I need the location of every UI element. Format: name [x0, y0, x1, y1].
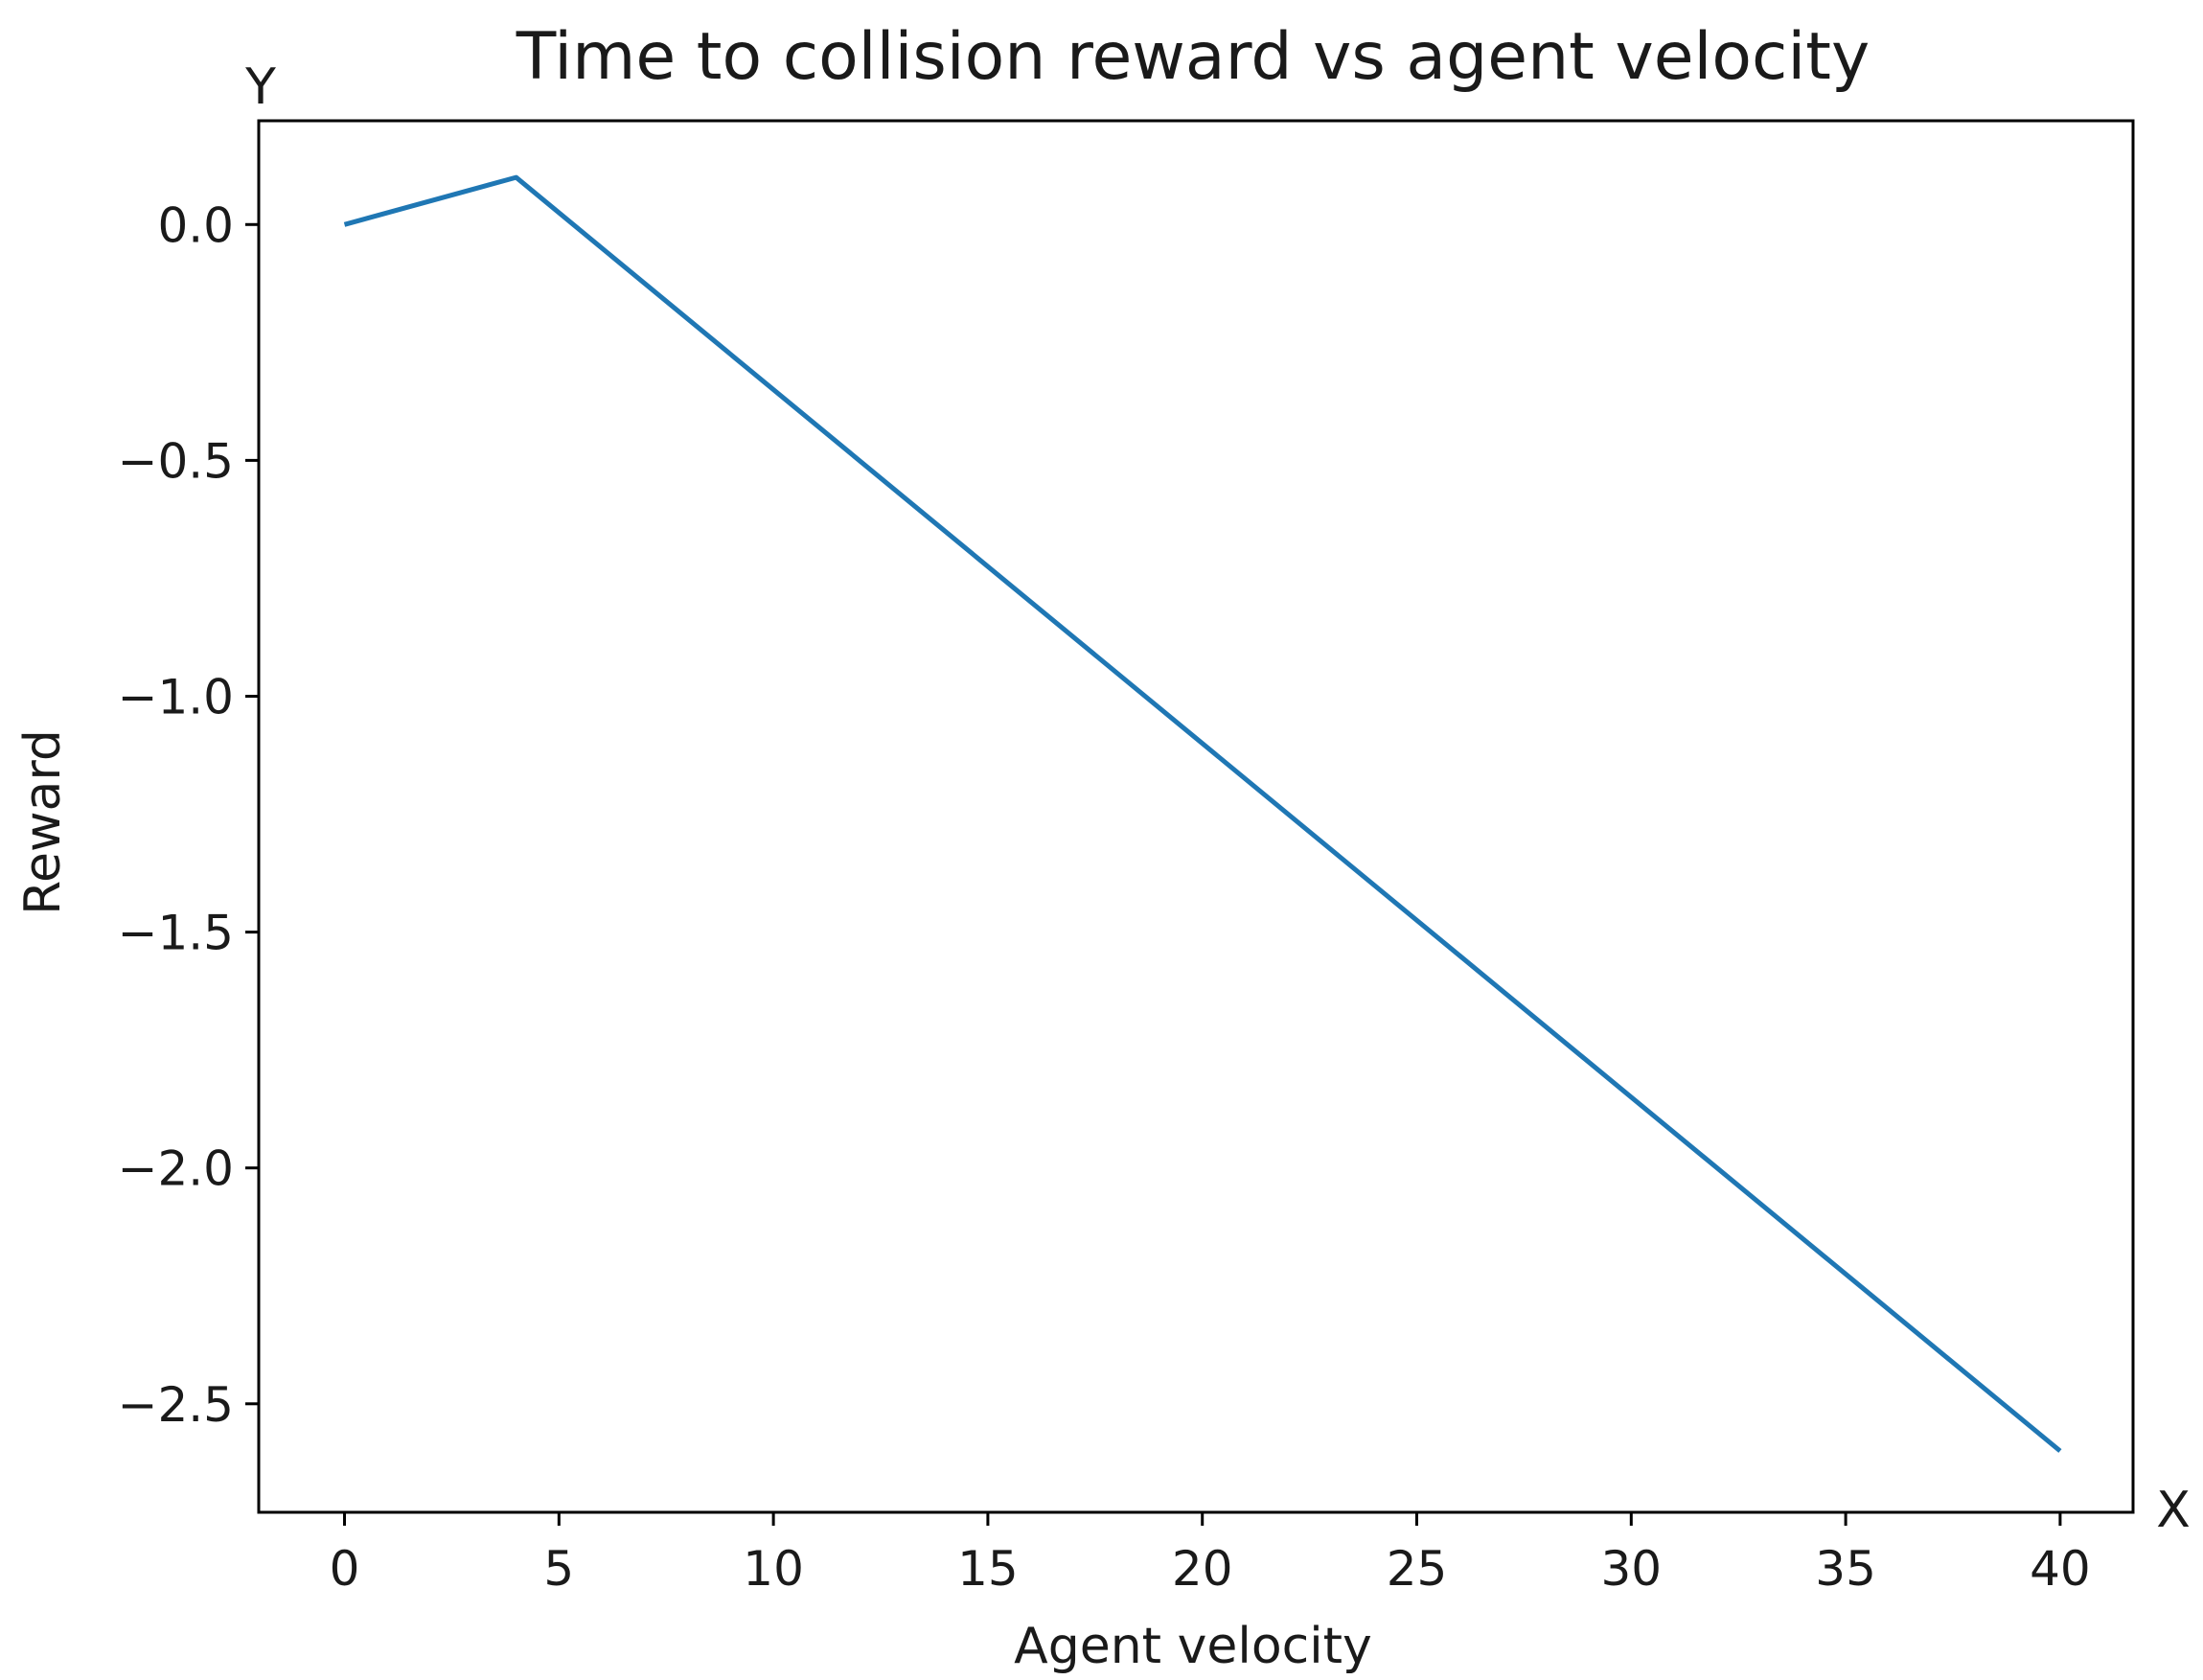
- x-tick-label: 5: [543, 1541, 574, 1597]
- x-tick-label: 25: [1387, 1541, 1448, 1597]
- y-tick-label: 0.0: [157, 197, 234, 253]
- x-axis-label: Agent velocity: [1014, 1618, 1372, 1675]
- x-tick-label: 35: [1815, 1541, 1876, 1597]
- series-line: [343, 174, 2062, 1453]
- series-layer: [343, 174, 2062, 1453]
- x-tick-label: 10: [743, 1541, 804, 1597]
- x-axis-marker: X: [2156, 1482, 2191, 1539]
- plot-area-frame: [257, 119, 2135, 1514]
- x-tick-label: 30: [1600, 1541, 1662, 1597]
- x-tick-label: 15: [957, 1541, 1019, 1597]
- y-tick-label: −0.5: [118, 433, 234, 489]
- y-tick-label: −1.5: [118, 906, 234, 961]
- axis-ticks: 0 5 10 15 20 25 30 35 40 0.0 −0.5 −1.0 −1.5 −2.0 −2.5: [118, 197, 2091, 1597]
- y-tick-label: −2.5: [118, 1377, 234, 1433]
- x-tick-label: 0: [330, 1541, 360, 1597]
- x-tick-label: 40: [2030, 1541, 2091, 1597]
- y-axis-label: Reward: [14, 729, 72, 915]
- chart-title: Time to collision reward vs agent veloci…: [516, 19, 1870, 95]
- y-axis-marker: Y: [244, 58, 276, 116]
- y-tick-label: −2.0: [118, 1141, 234, 1197]
- y-tick-label: −1.0: [118, 669, 234, 725]
- x-tick-label: 20: [1172, 1541, 1233, 1597]
